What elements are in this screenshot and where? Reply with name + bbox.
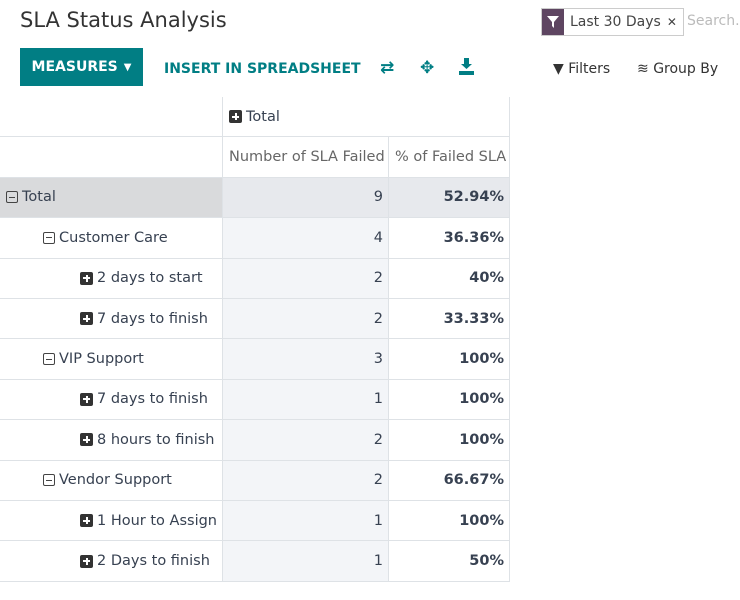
row-header[interactable]: 8 hours to finish bbox=[0, 420, 223, 461]
count-cell: 1 bbox=[223, 501, 389, 542]
cell-text: 2 bbox=[373, 270, 383, 287]
measure-header: % of Failed SLA bbox=[389, 137, 510, 178]
filter-facet[interactable]: Last 30 Days ✕ bbox=[541, 8, 684, 36]
percent-cell: 100% bbox=[389, 339, 510, 380]
cell-text: 36.36% bbox=[443, 229, 504, 246]
count-cell: 2 bbox=[223, 460, 389, 501]
cell-text: 100% bbox=[459, 351, 504, 368]
cell-text: 40% bbox=[469, 270, 504, 287]
button-label: MEASURES bbox=[31, 59, 118, 75]
page-title: SLA Status Analysis bbox=[20, 8, 227, 32]
count-cell: 2 bbox=[223, 258, 389, 299]
row-header[interactable]: 1 Hour to Assign bbox=[0, 501, 223, 542]
cell-text: 1 bbox=[373, 512, 383, 529]
percent-cell: 50% bbox=[389, 541, 510, 582]
cell-text: 100% bbox=[459, 391, 504, 408]
label: Filters bbox=[568, 61, 611, 77]
count-cell: 3 bbox=[223, 339, 389, 380]
insert-button[interactable]: INSERT IN SPREADSHEET bbox=[164, 61, 361, 77]
cell-text: Customer Care bbox=[59, 229, 168, 246]
cell-text: 1 Hour to Assign bbox=[97, 512, 217, 529]
percent-cell: 100% bbox=[389, 420, 510, 461]
percent-cell: 33.33% bbox=[389, 299, 510, 340]
percent-cell: 52.94% bbox=[389, 177, 510, 219]
cell-text: Total bbox=[22, 189, 56, 206]
search-input[interactable]: Search... bbox=[687, 13, 740, 29]
cell-text: 7 days to finish bbox=[97, 310, 208, 327]
row-header[interactable]: Vendor Support bbox=[0, 460, 223, 501]
cell-text: 2 bbox=[373, 310, 383, 327]
cell-text: VIP Support bbox=[59, 351, 144, 368]
cell-text: 7 days to finish bbox=[97, 391, 208, 408]
expand-all[interactable]: ✥ bbox=[420, 58, 435, 78]
row-header[interactable]: 2 Days to finish bbox=[0, 541, 223, 582]
cell-text: 9 bbox=[373, 189, 383, 206]
cell-text: 2 days to start bbox=[97, 270, 203, 287]
cell-text: Number of SLA Failed bbox=[229, 149, 385, 166]
cell-text: 2 bbox=[373, 472, 383, 489]
download[interactable] bbox=[459, 58, 474, 79]
row-header[interactable]: Customer Care bbox=[0, 218, 223, 259]
flip-axis[interactable]: ⇄ bbox=[380, 58, 395, 78]
facet-label: Last 30 Days bbox=[570, 14, 661, 30]
cell-text: Total bbox=[246, 108, 280, 125]
percent-cell: 100% bbox=[389, 501, 510, 542]
cell-text: 100% bbox=[459, 431, 504, 448]
corner-cell bbox=[0, 97, 223, 138]
groupby-button[interactable]: ≋ Group By bbox=[637, 61, 719, 77]
count-cell: 1 bbox=[223, 541, 389, 582]
cell-text: 1 bbox=[373, 391, 383, 408]
cell-text: 100% bbox=[459, 512, 504, 529]
cell-text: 2 Days to finish bbox=[97, 553, 210, 570]
cell-text: 52.94% bbox=[443, 189, 504, 206]
percent-cell: 100% bbox=[389, 379, 510, 421]
count-cell: 2 bbox=[223, 420, 389, 461]
cell-text: 66.67% bbox=[443, 472, 504, 489]
cell-text: 3 bbox=[373, 351, 383, 368]
filters-button[interactable]: ▼ Filters bbox=[553, 61, 611, 77]
cell-text: 2 bbox=[373, 431, 383, 448]
percent-cell: 40% bbox=[389, 258, 510, 299]
count-cell: 4 bbox=[223, 218, 389, 259]
row-header[interactable]: Total bbox=[0, 177, 223, 219]
label: Group By bbox=[653, 61, 719, 77]
pivot-table: Total Number of SLA Failed % of Failed SLA… bbox=[0, 97, 510, 583]
row-header[interactable]: 7 days to finish bbox=[0, 299, 223, 340]
cell-text: 50% bbox=[469, 553, 504, 570]
count-cell: 2 bbox=[223, 299, 389, 340]
column-header[interactable]: Total bbox=[223, 97, 510, 138]
corner-cell bbox=[0, 137, 223, 178]
cell-text: Vendor Support bbox=[59, 472, 172, 489]
cell-text: 8 hours to finish bbox=[97, 431, 215, 448]
measure-header: Number of SLA Failed bbox=[223, 137, 389, 178]
percent-cell: 66.67% bbox=[389, 460, 510, 501]
cell-text: % of Failed SLA bbox=[395, 149, 507, 166]
cell-text: 1 bbox=[373, 553, 383, 570]
row-header[interactable]: VIP Support bbox=[0, 339, 223, 380]
row-header[interactable]: 2 days to start bbox=[0, 258, 223, 299]
percent-cell: 36.36% bbox=[389, 218, 510, 259]
count-cell: 9 bbox=[223, 177, 389, 219]
row-header[interactable]: 7 days to finish bbox=[0, 379, 223, 421]
cell-text: 33.33% bbox=[443, 310, 504, 327]
measures-button[interactable]: MEASURES ▼ bbox=[20, 48, 143, 86]
cell-text: 4 bbox=[373, 229, 383, 246]
count-cell: 1 bbox=[223, 379, 389, 421]
